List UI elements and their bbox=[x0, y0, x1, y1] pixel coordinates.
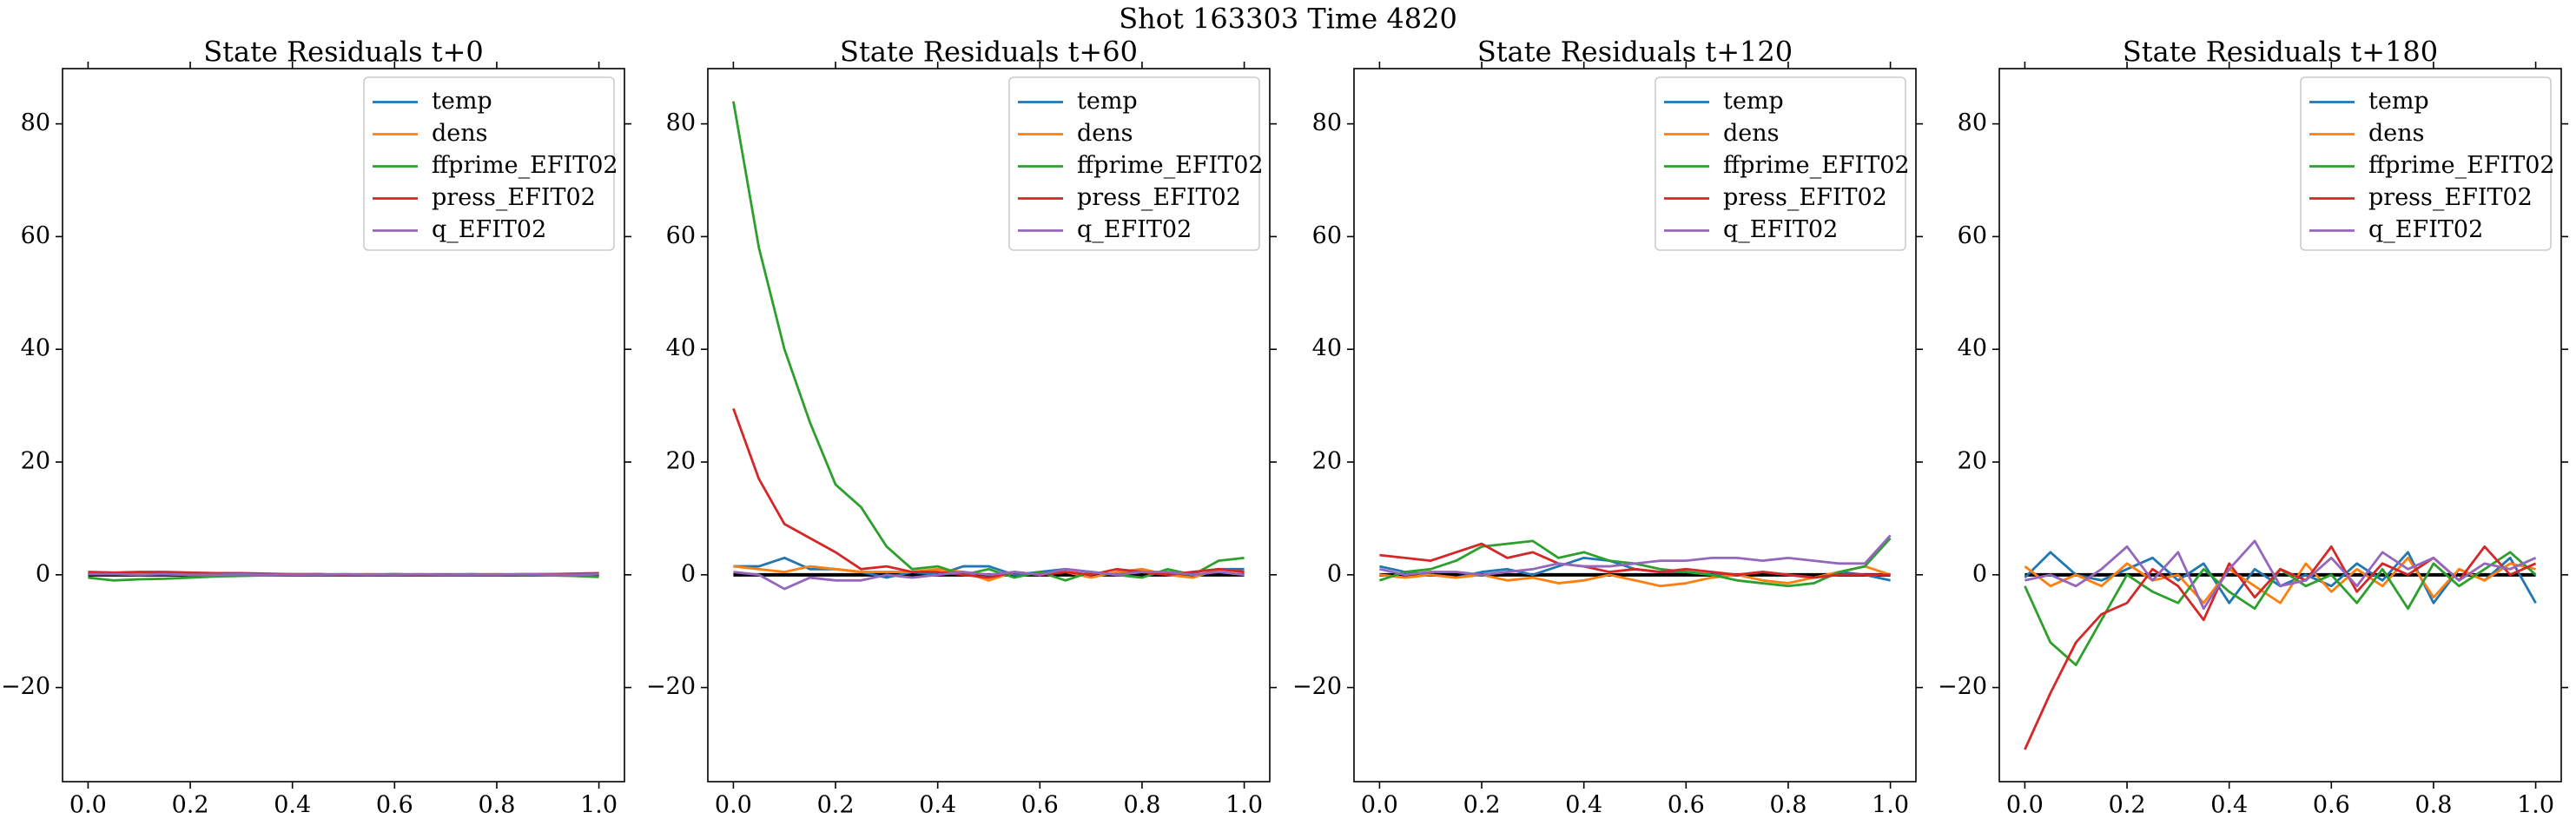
legend-box bbox=[2300, 76, 2552, 251]
chart-title: State Residuals t+120 bbox=[1477, 36, 1793, 69]
x-tick-label: 0.0 bbox=[715, 792, 752, 819]
legend-box bbox=[363, 76, 615, 251]
legend-label: press_EFIT02 bbox=[432, 184, 596, 211]
x-tick-label: 1.0 bbox=[1872, 792, 1909, 819]
x-tick-label: 0.4 bbox=[2210, 792, 2248, 819]
x-tick-label: 1.0 bbox=[2517, 792, 2554, 819]
y-tick-label: 20 bbox=[1958, 448, 1987, 475]
legend-label: press_EFIT02 bbox=[1723, 184, 1887, 211]
x-tick-label: 0.4 bbox=[919, 792, 956, 819]
x-tick-label: 0.6 bbox=[1021, 792, 1059, 819]
legend-box bbox=[1008, 76, 1260, 251]
x-tick-label: 0.4 bbox=[274, 792, 311, 819]
x-tick-label: 1.0 bbox=[1225, 792, 1263, 819]
legend-label: ffprime_EFIT02 bbox=[2368, 152, 2555, 179]
legend-label: ffprime_EFIT02 bbox=[1723, 152, 1910, 179]
chart-title: State Residuals t+60 bbox=[840, 36, 1138, 69]
chart-title: State Residuals t+0 bbox=[203, 36, 484, 69]
series-line bbox=[732, 407, 1245, 579]
y-tick-label: 60 bbox=[1958, 222, 1987, 249]
legend-label: ffprime_EFIT02 bbox=[1077, 152, 1264, 179]
figure-title: Shot 163303 Time 4820 bbox=[1119, 3, 1457, 36]
subplot: State Residuals t+120 0.0 0.2 0.4 0.6 0.8 1.0 −… bbox=[1292, 36, 1923, 819]
legend-label: q_EFIT02 bbox=[1077, 216, 1192, 243]
series-line bbox=[733, 567, 1245, 591]
y-tick-label: 40 bbox=[1958, 335, 1987, 362]
plot-frame bbox=[62, 68, 625, 783]
y-tick-label: 40 bbox=[21, 335, 50, 362]
legend-label: temp bbox=[2368, 88, 2429, 115]
series-line bbox=[88, 572, 599, 577]
y-tick-label: −20 bbox=[1292, 673, 1342, 700]
legend-label: dens bbox=[1723, 120, 1780, 147]
x-tick-label: 0.8 bbox=[2414, 792, 2452, 819]
x-tick-label: 0.2 bbox=[172, 792, 209, 819]
x-tick-label: 0.4 bbox=[1565, 792, 1602, 819]
y-tick-label: −20 bbox=[1938, 673, 1987, 700]
y-tick-label: 60 bbox=[1312, 222, 1342, 249]
x-tick-label: 0.2 bbox=[2109, 792, 2146, 819]
legend-label: q_EFIT02 bbox=[432, 216, 546, 243]
y-tick-label: 40 bbox=[1312, 335, 1342, 362]
series-line bbox=[2024, 539, 2537, 611]
legend-label: dens bbox=[1077, 120, 1133, 147]
x-tick-label: 0.6 bbox=[376, 792, 413, 819]
legend-label: ffprime_EFIT02 bbox=[432, 152, 618, 179]
y-tick-label: 20 bbox=[666, 448, 696, 475]
legend-label: q_EFIT02 bbox=[1723, 216, 1838, 243]
y-tick-label: 80 bbox=[666, 109, 696, 136]
legend-label: q_EFIT02 bbox=[2368, 216, 2483, 243]
subplot: State Residuals t+180 0.0 0.2 0.4 0.6 0.8 1.0 −… bbox=[1938, 36, 2568, 819]
x-tick-label: 0.2 bbox=[817, 792, 855, 819]
y-tick-label: 60 bbox=[666, 222, 696, 249]
plot-frame bbox=[1353, 68, 1917, 783]
legend-label: dens bbox=[2368, 120, 2425, 147]
y-tick-label: −20 bbox=[646, 673, 696, 700]
subplot: State Residuals t+0 0.0 0.2 0.4 0.6 0.8 1.0 −20… bbox=[1, 36, 631, 819]
y-tick-label: 80 bbox=[1958, 109, 1987, 136]
legend-label: temp bbox=[432, 88, 492, 115]
chart-title: State Residuals t+180 bbox=[2123, 36, 2438, 69]
y-tick-label: 0 bbox=[1327, 560, 1342, 587]
legend-label: temp bbox=[1077, 88, 1138, 115]
x-tick-label: 0.8 bbox=[478, 792, 515, 819]
x-tick-label: 0.8 bbox=[1769, 792, 1807, 819]
legend-label: temp bbox=[1723, 88, 1784, 115]
y-tick-label: 80 bbox=[1312, 109, 1342, 136]
x-tick-label: 0.0 bbox=[69, 792, 107, 819]
y-tick-label: 20 bbox=[1312, 448, 1342, 475]
subplot: State Residuals t+60 0.0 0.2 0.4 0.6 0.8 1.0 −2… bbox=[646, 36, 1277, 819]
legend-label: press_EFIT02 bbox=[2368, 184, 2533, 211]
y-tick-label: 20 bbox=[21, 448, 50, 475]
series-line bbox=[2024, 545, 2537, 750]
series-line bbox=[1379, 542, 1891, 579]
x-tick-label: 1.0 bbox=[580, 792, 618, 819]
x-tick-label: 0.6 bbox=[2313, 792, 2350, 819]
y-tick-label: 0 bbox=[1972, 560, 1987, 587]
x-tick-label: 0.8 bbox=[1123, 792, 1160, 819]
y-tick-label: 0 bbox=[681, 560, 696, 587]
x-tick-label: 0.2 bbox=[1463, 792, 1501, 819]
y-tick-label: 60 bbox=[21, 222, 50, 249]
series-line bbox=[1379, 565, 1892, 588]
series-line bbox=[1379, 534, 1892, 577]
y-tick-label: 40 bbox=[666, 335, 696, 362]
legend-box bbox=[1655, 76, 1906, 251]
legend-label: dens bbox=[432, 120, 488, 147]
y-tick-label: −20 bbox=[1, 673, 50, 700]
plot-frame bbox=[707, 68, 1271, 783]
legend-label: press_EFIT02 bbox=[1077, 184, 1241, 211]
y-tick-label: 0 bbox=[36, 560, 50, 587]
series-line bbox=[2024, 551, 2537, 604]
plot-frame bbox=[1998, 68, 2562, 783]
y-tick-label: 80 bbox=[21, 109, 50, 136]
x-tick-label: 0.0 bbox=[2006, 792, 2044, 819]
x-tick-label: 0.0 bbox=[1361, 792, 1398, 819]
series-line bbox=[1378, 537, 1892, 588]
x-tick-label: 0.6 bbox=[1668, 792, 1705, 819]
